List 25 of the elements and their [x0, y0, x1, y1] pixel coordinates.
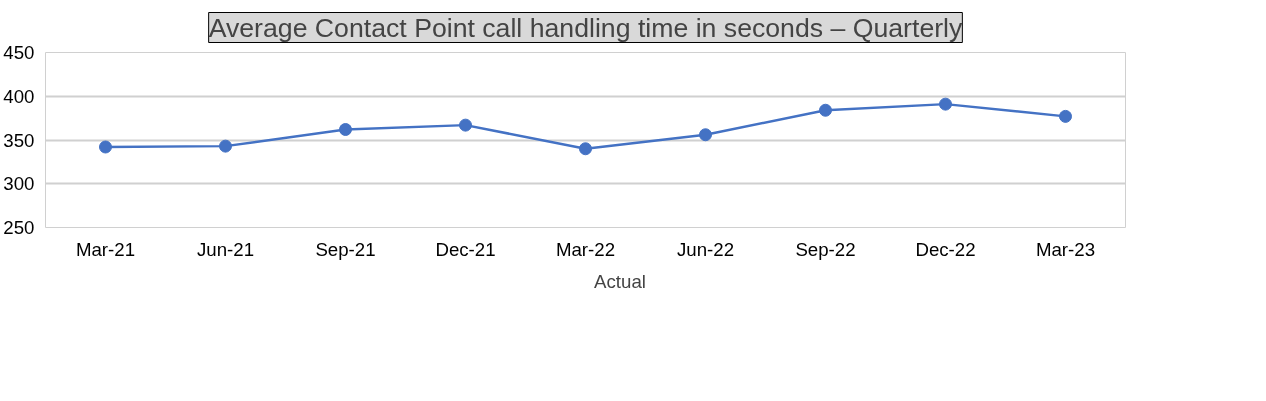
x-tick-label: Dec-22	[915, 238, 976, 260]
point	[939, 97, 952, 111]
y-tick-label: 450	[3, 42, 35, 63]
point	[579, 142, 592, 156]
point	[819, 103, 832, 117]
point	[699, 128, 712, 142]
point	[219, 139, 232, 153]
point	[99, 140, 112, 154]
y-tick-label: 250	[3, 217, 35, 238]
x-tick-label: Jun-21	[196, 238, 255, 260]
point	[1059, 109, 1072, 123]
y-tick-label: 400	[3, 85, 35, 107]
chart-title: Average Contact Point call handling time in seconds – Quarterly	[208, 12, 964, 43]
text: Actual	[594, 271, 646, 293]
point	[339, 123, 352, 136]
x-tick-label: Mar-21	[75, 238, 136, 260]
x-tick-label: Sep-21	[315, 238, 376, 260]
x-tick-label: Dec-21	[435, 238, 496, 260]
point	[459, 118, 472, 132]
y-tick-label: 350	[3, 129, 35, 151]
x-tick-label: Mar-23	[1035, 238, 1096, 260]
x-tick-label: Sep-22	[795, 238, 856, 260]
x-tick-label: Jun-22	[676, 238, 735, 260]
x-tick-label: Mar-22	[555, 238, 616, 260]
y-tick-label: 300	[3, 173, 35, 195]
